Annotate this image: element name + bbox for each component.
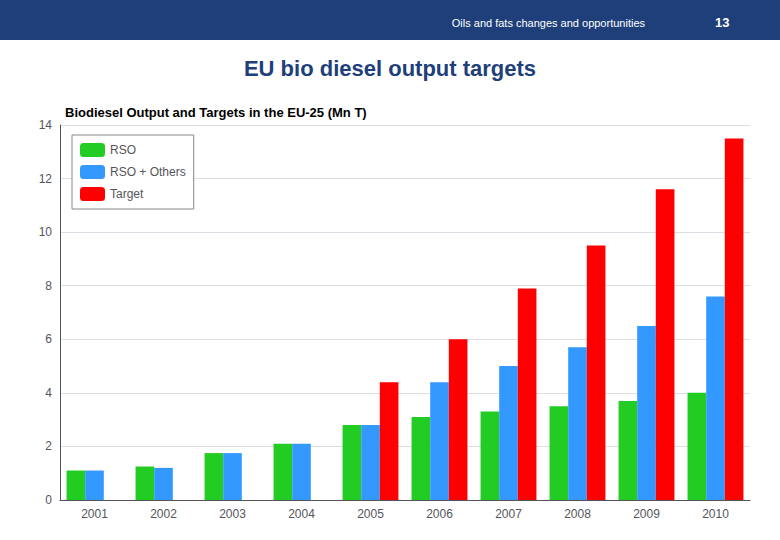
svg-text:RSO + Others: RSO + Others [110,165,186,179]
svg-text:8: 8 [45,279,52,293]
svg-text:10: 10 [39,225,53,239]
svg-text:2009: 2009 [633,507,660,521]
svg-text:Target: Target [110,187,144,201]
svg-text:2: 2 [45,439,52,453]
svg-text:14: 14 [39,118,53,132]
svg-text:12: 12 [39,172,53,186]
svg-text:2002: 2002 [150,507,177,521]
svg-text:0: 0 [45,493,52,507]
svg-text:2010: 2010 [702,507,729,521]
svg-text:6: 6 [45,332,52,346]
svg-text:2005: 2005 [357,507,384,521]
svg-text:2004: 2004 [288,507,315,521]
svg-text:Oils and fats changes and oppo: Oils and fats changes and opportunities [452,17,646,29]
svg-text:Biodiesel Output and Targets i: Biodiesel Output and Targets in the EU-2… [65,105,367,120]
svg-text:2003: 2003 [219,507,246,521]
svg-text:2001: 2001 [81,507,108,521]
svg-text:2007: 2007 [495,507,522,521]
svg-text:2008: 2008 [564,507,591,521]
svg-text:EU bio diesel output targets: EU bio diesel output targets [244,56,536,81]
svg-text:13: 13 [715,15,729,30]
svg-text:4: 4 [45,386,52,400]
svg-text:2006: 2006 [426,507,453,521]
svg-text:RSO: RSO [110,143,136,157]
